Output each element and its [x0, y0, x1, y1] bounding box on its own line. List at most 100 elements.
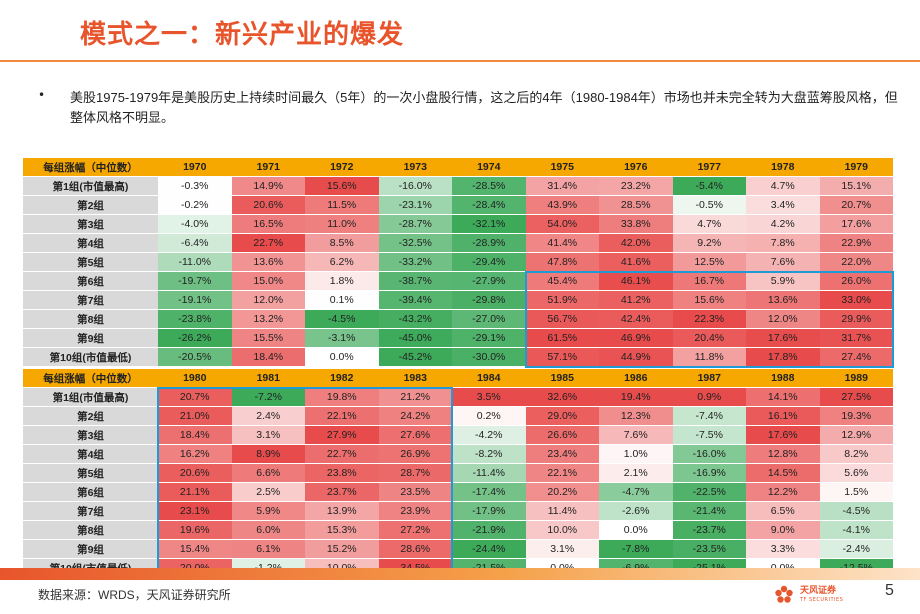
table-row: 第4组 -6.4% 22.7% 8.5% -32.5% -28.9% 41.4% 42.0% 9… [23, 233, 893, 253]
value-cell: 22.7% [305, 444, 379, 464]
value-cell: 12.0% [746, 309, 820, 329]
value-cell: -45.2% [378, 347, 452, 367]
value-cell: -23.1% [378, 195, 452, 215]
value-cell: -7.2% [231, 387, 305, 407]
table-row: 第8组 -23.8% 13.2% -4.5% -43.2% -27.0% 56.7% 42.4… [23, 309, 893, 329]
value-cell: 26.9% [378, 444, 452, 464]
body-paragraph: 美股1975-1979年是美股历史上持续时间最久（5年）的一次小盘股行情，这之后… [70, 90, 898, 125]
value-cell: 20.2% [525, 482, 599, 502]
value-cell: 12.0% [231, 290, 305, 310]
value-cell: 22.3% [672, 309, 746, 329]
value-cell: 44.9% [599, 347, 673, 367]
value-cell: 2.4% [231, 406, 305, 426]
bullet-mark: • [38, 88, 46, 102]
value-cell: 5.9% [746, 271, 820, 291]
value-cell: -0.5% [672, 195, 746, 215]
value-cell: 6.2% [305, 252, 379, 272]
value-cell: 31.4% [525, 176, 599, 196]
value-cell: 15.1% [819, 176, 893, 196]
value-cell: 23.9% [378, 501, 452, 521]
value-cell: 32.6% [525, 387, 599, 407]
value-cell: 23.8% [305, 463, 379, 483]
year-header-cell: 1970 [158, 157, 232, 177]
data-source-note: 数据来源：WRDS，天风证券研究所 [38, 588, 231, 602]
row-label-cell: 第6组 [23, 482, 158, 502]
value-cell: 19.3% [819, 406, 893, 426]
title-divider [0, 60, 920, 62]
value-cell: 3.4% [746, 195, 820, 215]
value-cell: 5.6% [819, 463, 893, 483]
row-label-cell: 第8组 [23, 520, 158, 540]
value-cell: 2.1% [599, 463, 673, 483]
value-cell: 0.9% [672, 387, 746, 407]
value-cell: -20.5% [158, 347, 232, 367]
year-header-cell: 1989 [819, 368, 893, 388]
row-label-cell: 第8组 [23, 309, 158, 329]
table-row: 第9组 15.4% 6.1% 15.2% 28.6% -24.4% 3.1% -7.8% -23… [23, 539, 893, 559]
value-cell: 33.8% [599, 214, 673, 234]
header-label-cell: 每组涨幅（中位数） [23, 157, 158, 177]
table-row: 第8组 19.6% 6.0% 15.3% 27.2% -21.9% 10.0% 0.0% -23… [23, 520, 893, 540]
year-header-cell: 1972 [305, 157, 379, 177]
year-header-cell: 1983 [378, 368, 452, 388]
value-cell: 0.1% [305, 290, 379, 310]
value-cell: -8.2% [452, 444, 526, 464]
table-row: 第6组 21.1% 2.5% 23.7% 23.5% -17.4% 20.2% -4.7% -2… [23, 482, 893, 502]
value-cell: 27.2% [378, 520, 452, 540]
value-cell: -43.2% [378, 309, 452, 329]
value-cell: 19.4% [599, 387, 673, 407]
value-cell: 13.6% [231, 252, 305, 272]
value-cell: 41.4% [525, 233, 599, 253]
value-cell: 8.9% [231, 444, 305, 464]
value-cell: 29.0% [525, 406, 599, 426]
row-label-cell: 第4组 [23, 444, 158, 464]
value-cell: -24.4% [452, 539, 526, 559]
value-cell: -28.4% [452, 195, 526, 215]
value-cell: -4.0% [158, 214, 232, 234]
value-cell: 42.0% [599, 233, 673, 253]
value-cell: 19.8% [305, 387, 379, 407]
value-cell: -22.5% [672, 482, 746, 502]
value-cell: 3.1% [231, 425, 305, 445]
value-cell: -4.5% [305, 309, 379, 329]
value-cell: 11.5% [305, 195, 379, 215]
value-cell: 20.6% [158, 463, 232, 483]
value-cell: -4.5% [819, 501, 893, 521]
value-cell: 14.1% [746, 387, 820, 407]
row-label-cell: 第10组(市值最低) [23, 347, 158, 367]
value-cell: 27.9% [305, 425, 379, 445]
value-cell: -27.9% [452, 271, 526, 291]
value-cell: 21.2% [378, 387, 452, 407]
value-cell: -29.8% [452, 290, 526, 310]
value-cell: 16.7% [672, 271, 746, 291]
value-cell: 13.9% [305, 501, 379, 521]
value-cell: 0.0% [305, 347, 379, 367]
year-header-cell: 1981 [231, 368, 305, 388]
value-cell: 47.8% [525, 252, 599, 272]
year-header-cell: 1988 [746, 368, 820, 388]
logo-name-en: TF SECURITIES [800, 597, 844, 603]
year-header-cell: 1980 [158, 368, 232, 388]
table-row: 第6组 -19.7% 15.0% 1.8% -38.7% -27.9% 45.4% 46.1%… [23, 271, 893, 291]
year-header-cell: 1979 [819, 157, 893, 177]
value-cell: 20.7% [819, 195, 893, 215]
value-cell: -28.7% [378, 214, 452, 234]
value-cell: -28.5% [452, 176, 526, 196]
value-cell: 3.3% [746, 539, 820, 559]
value-cell: 22.1% [525, 463, 599, 483]
value-cell: 3.5% [452, 387, 526, 407]
value-cell: 4.2% [746, 214, 820, 234]
value-cell: 18.4% [231, 347, 305, 367]
value-cell: 17.6% [819, 214, 893, 234]
value-cell: -29.4% [452, 252, 526, 272]
value-cell: 46.1% [599, 271, 673, 291]
year-header-cell: 1986 [599, 368, 673, 388]
value-cell: 57.1% [525, 347, 599, 367]
value-cell: -23.8% [158, 309, 232, 329]
year-header-cell: 1984 [452, 368, 526, 388]
year-header-cell: 1985 [525, 368, 599, 388]
value-cell: -19.7% [158, 271, 232, 291]
value-cell: 22.1% [305, 406, 379, 426]
value-cell: 17.6% [746, 425, 820, 445]
value-cell: 28.5% [599, 195, 673, 215]
